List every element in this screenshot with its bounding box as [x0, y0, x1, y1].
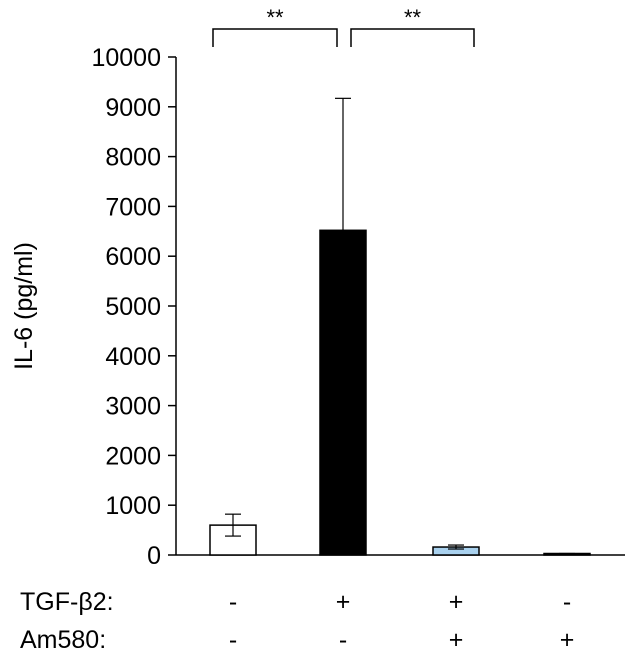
condition-value: + [449, 626, 464, 654]
condition-value: + [560, 626, 575, 654]
significance-bracket-2 [350, 28, 475, 47]
condition-value: + [449, 588, 464, 616]
y-axis-label: IL-6 (pg/ml) [10, 242, 38, 370]
significance-label-1: ** [266, 5, 284, 30]
condition-value: - [229, 588, 237, 616]
y-axis: 0 1000 2000 3000 4000 5000 6000 7000 8000 9000 100… [91, 44, 625, 570]
condition-value: - [229, 626, 237, 654]
condition-label-1: TGF-β2: [20, 588, 114, 616]
y-tick-label: 2000 [105, 442, 161, 470]
y-tick-label: 5000 [105, 293, 161, 321]
y-tick-label: 0 [147, 542, 161, 570]
y-tick-label: 6000 [105, 243, 161, 271]
significance-bracket-1 [212, 28, 338, 47]
y-tick-label: 10000 [91, 44, 161, 72]
condition-value: + [336, 588, 351, 616]
condition-label-2: Am580: [20, 626, 106, 654]
y-tick-label: 1000 [105, 492, 161, 520]
error-bars [225, 97, 575, 556]
significance-label-2: ** [404, 5, 422, 30]
bars [209, 229, 591, 556]
condition-value: - [339, 626, 347, 654]
y-tick-label: 4000 [105, 343, 161, 371]
y-tick-label: 8000 [105, 144, 161, 172]
y-tick-label: 9000 [105, 94, 161, 122]
significance-brackets: ** ** [212, 5, 475, 47]
condition-table: TGF-β2: - + + - Am580: - - + + [20, 588, 574, 654]
y-tick-label: 7000 [105, 193, 161, 221]
y-tick-label: 3000 [105, 393, 161, 421]
condition-value: - [563, 588, 571, 616]
